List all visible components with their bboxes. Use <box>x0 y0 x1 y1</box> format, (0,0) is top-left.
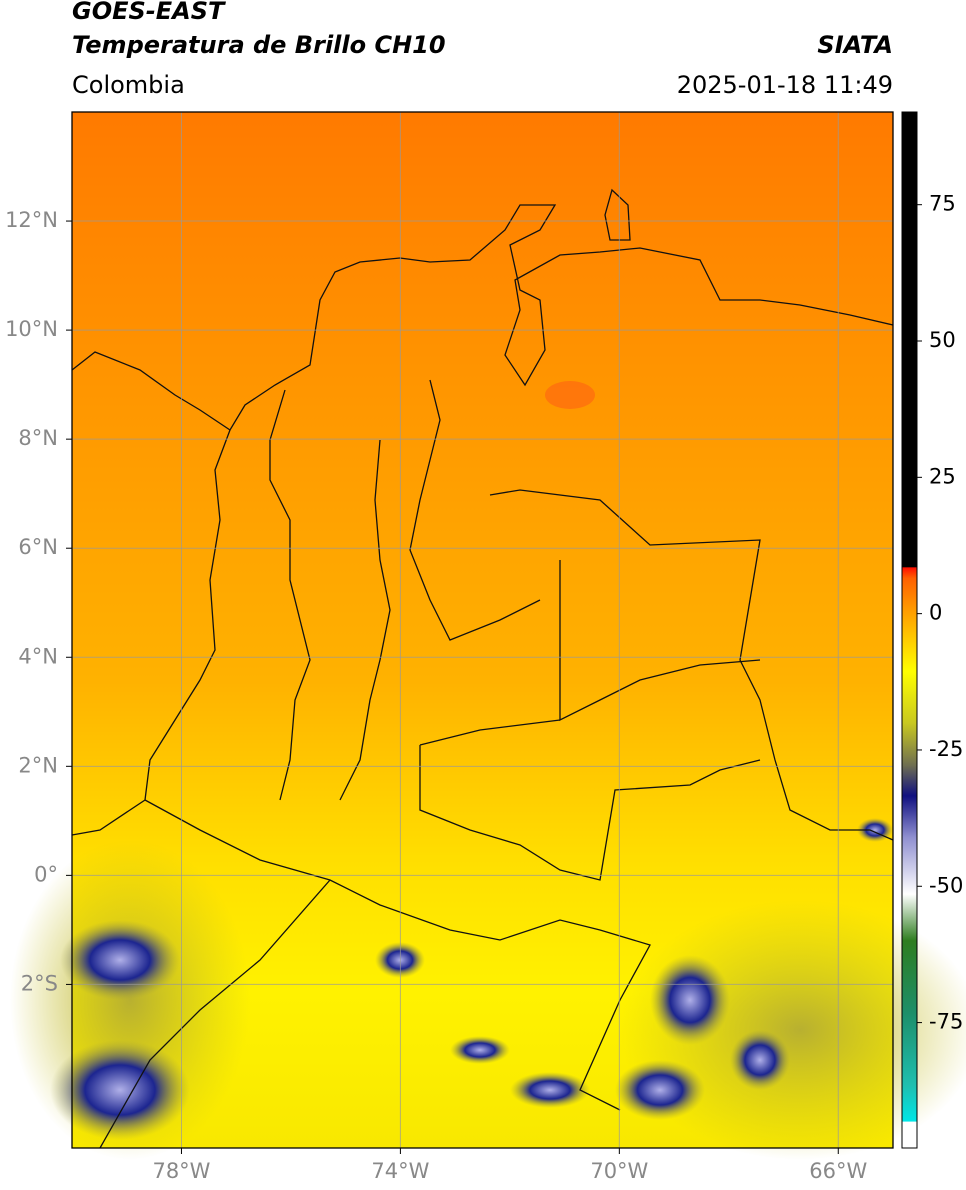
colorbar-tick-label: 0 <box>929 601 942 625</box>
lon-tick-label: 70°W <box>590 1159 648 1183</box>
region: Colombia <box>72 71 185 99</box>
source: SIATA <box>817 31 893 59</box>
colorbar-tick-label: -50 <box>929 873 963 897</box>
cloud-fields <box>10 381 966 1160</box>
colorbar-ticks: 75 50 25 0 -25 -50 -75 <box>917 192 963 1034</box>
subtitle: Temperatura de Brillo CH10 <box>72 31 446 59</box>
lon-tick-label: 78°W <box>152 1159 210 1183</box>
colorbar-tick-label: 50 <box>929 328 956 352</box>
colorbar-tick-label: 75 <box>929 192 956 216</box>
lat-tick-label: 4°N <box>18 644 58 668</box>
lat-tick-label: 6°N <box>18 535 58 559</box>
map-frame <box>71 111 894 1149</box>
colorbar <box>901 111 918 1149</box>
lon-tick-label: 74°W <box>371 1159 429 1183</box>
lon-tick-label: 66°W <box>809 1159 867 1183</box>
colorbar-tick-label: -75 <box>929 1010 963 1034</box>
colorbar-tick-label: 25 <box>929 464 956 488</box>
borders <box>71 188 894 1149</box>
colorbar-tick-label: -25 <box>929 737 963 761</box>
map <box>10 112 966 1160</box>
title: GOES-EAST <box>72 0 226 25</box>
lat-tick-label: 10°N <box>5 317 58 341</box>
lat-tick-label: 0° <box>34 862 58 886</box>
datetime: 2025-01-18 11:49 <box>677 71 893 99</box>
lat-tick-label: 2°S <box>21 971 58 995</box>
lat-tick-label: 2°N <box>18 753 58 777</box>
lat-tick-label: 8°N <box>18 426 58 450</box>
graticule: 12°N 10°N 8°N 6°N 4°N 2°N 0° 2°S 78°W 74°W 70°W 66°… <box>5 112 893 1183</box>
lat-tick-label: 12°N <box>5 208 58 232</box>
